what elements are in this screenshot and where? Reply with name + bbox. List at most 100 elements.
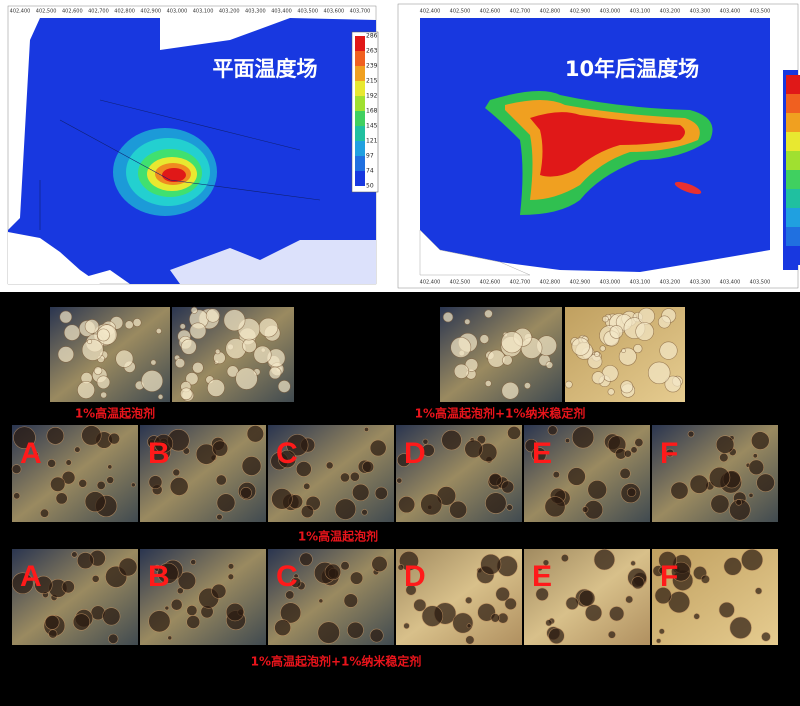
bubble <box>501 381 520 400</box>
bubble <box>212 440 229 457</box>
bubble <box>405 584 417 596</box>
colorbar-swatch <box>786 170 800 189</box>
bubble <box>63 324 81 341</box>
bubble <box>216 513 223 521</box>
bubble <box>96 480 106 490</box>
bubble <box>48 629 58 639</box>
bubble <box>170 598 183 611</box>
bubble <box>658 628 665 635</box>
bubble <box>277 380 291 393</box>
axis-label: 402,400 <box>10 9 31 15</box>
bubble <box>587 479 607 500</box>
axis-label: 403,100 <box>630 280 651 286</box>
bubble <box>124 320 134 330</box>
micrograph <box>396 549 522 645</box>
bubble <box>352 483 370 502</box>
bubble <box>84 319 100 334</box>
bubble <box>150 359 157 366</box>
colorbar-label: 74 <box>366 168 374 175</box>
bubble <box>175 358 186 369</box>
bubble <box>623 449 632 458</box>
bubble <box>349 571 364 585</box>
bubble <box>761 631 771 642</box>
bubble <box>74 446 81 453</box>
bubble <box>235 367 258 390</box>
axis-label: 402,500 <box>450 9 471 15</box>
bubble <box>258 317 279 338</box>
bubble <box>177 571 197 590</box>
bubble <box>630 560 636 567</box>
axis-label: 402,900 <box>570 9 591 15</box>
axis-label: 403,200 <box>219 9 240 15</box>
bubble <box>397 453 411 467</box>
axis-label: 403,300 <box>245 9 266 15</box>
bubble <box>303 482 311 490</box>
bubble <box>523 382 531 390</box>
micrograph <box>565 307 685 402</box>
bubble <box>343 593 358 608</box>
bubble <box>421 605 444 627</box>
bubble <box>396 477 403 484</box>
map-title: 10年后温度场 <box>565 57 699 81</box>
bubble <box>87 339 93 345</box>
bubble <box>756 473 775 493</box>
bubble <box>658 551 677 570</box>
bubble <box>44 615 60 630</box>
bubble <box>131 482 136 488</box>
axis-label: 403,000 <box>600 9 621 15</box>
colorbar-swatch <box>786 189 800 208</box>
caption: 1%高温起泡剂 <box>298 529 378 544</box>
bubble <box>565 438 571 444</box>
bubble <box>581 506 589 513</box>
bubble <box>46 427 65 445</box>
bubble <box>421 443 435 457</box>
axis-label: 402,900 <box>570 280 591 286</box>
bubble <box>76 552 94 570</box>
bubble <box>186 615 201 629</box>
micrograph <box>268 549 394 645</box>
micrograph <box>11 425 138 522</box>
bubble <box>334 498 357 520</box>
bubble <box>154 434 174 454</box>
bubble <box>362 460 375 473</box>
axis-label: 402,800 <box>540 280 561 286</box>
bubble <box>34 575 53 595</box>
colorbar-swatch <box>786 113 800 132</box>
bubble <box>752 453 758 459</box>
bubble <box>211 583 227 599</box>
bubble <box>488 472 502 487</box>
panel-letter: B <box>148 560 170 593</box>
map-left: 286 263 239 215 192 168 145 121 97 74 50 平面温度场 402… <box>7 5 379 285</box>
bubble <box>84 491 106 513</box>
bubble <box>466 623 472 629</box>
micrograph-image <box>12 549 138 645</box>
bubble <box>506 504 513 511</box>
bubble <box>179 323 186 330</box>
bubble <box>625 595 634 604</box>
axis-label: 403,200 <box>660 9 681 15</box>
bubble <box>13 426 36 450</box>
bubble <box>545 619 553 627</box>
bubble <box>78 479 88 488</box>
bubble <box>96 375 111 390</box>
colorbar-swatch <box>355 66 365 81</box>
colorbar-label: 192 <box>366 93 378 100</box>
axis-label: 403,100 <box>630 9 651 15</box>
bubble <box>47 459 56 468</box>
bubble <box>189 322 207 340</box>
axis-label: 403,400 <box>271 9 292 15</box>
bubble <box>735 499 743 506</box>
colorbar-swatch <box>355 96 365 111</box>
bubble <box>420 493 443 516</box>
bubble <box>542 559 550 566</box>
bubble <box>268 366 282 380</box>
axis-label: 403,100 <box>193 9 214 15</box>
bubble <box>81 425 102 446</box>
bubble <box>535 587 549 601</box>
bubble <box>464 439 483 459</box>
axis-label: 403,600 <box>324 9 345 15</box>
bubble <box>599 345 606 352</box>
bubble <box>61 580 75 594</box>
bubble <box>633 343 643 354</box>
